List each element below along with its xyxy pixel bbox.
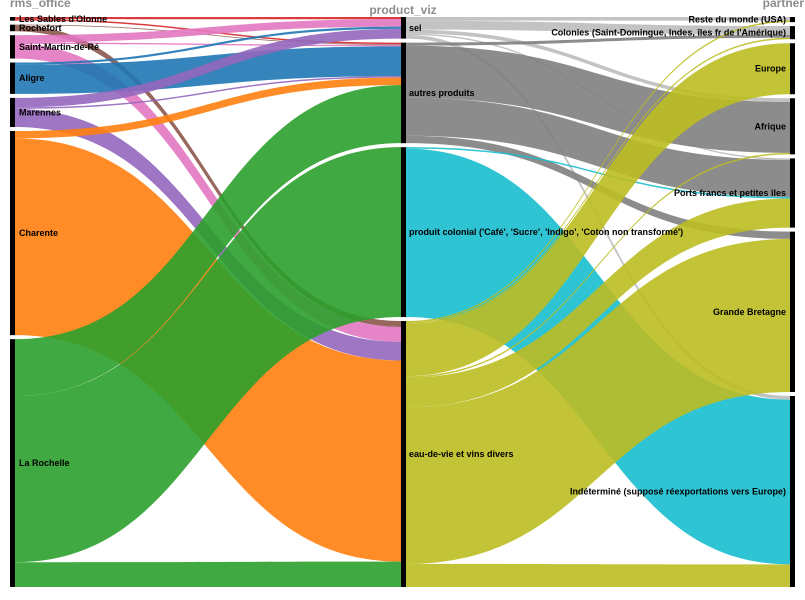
node-bar-sel [401,17,406,39]
link-eau-usa [406,20,790,323]
node-bar-aligre [10,62,15,94]
node-bar-indet [790,396,795,587]
link-stmartin-sel [15,19,401,43]
link-rochefort-autres [15,24,401,45]
node-label-eau: eau-de-vie et vins divers [409,449,514,459]
node-label-aligre: Aligre [19,73,45,83]
link-marennes-sel [15,28,401,108]
node-bar-charente [10,131,15,336]
node-bar-autres [401,42,406,144]
link-sel-colonies [406,20,790,35]
node-label-afrique: Afrique [755,121,787,131]
node-bar-colonies [790,26,795,40]
link-marennes-autres [15,76,401,109]
node-label-ports: Ports francs et petites îles [674,188,786,198]
link-eau-gb [406,238,790,564]
node-bar-marennes [10,97,15,128]
links-layer [15,17,790,587]
node-label-indet: Indéterminé (supposé réexportations vers… [570,487,786,497]
link-larochelle-eau [15,561,401,587]
link-larochelle-colonial [15,147,401,563]
node-label-colonial: produit colonial ('Café', 'Sucre', 'Indi… [409,227,683,237]
node-bar-europe [790,43,795,95]
link-stmartin-eau [15,43,401,342]
node-label-europe: Europe [755,64,786,74]
node-label-sel: sel [409,23,422,33]
link-eau-europe [406,43,790,377]
link-charente-autres [15,77,401,139]
link-autres-colonies [406,34,790,46]
link-sel-afrique [406,29,790,102]
node-label-gb: Grande Bretagne [713,307,786,317]
node-bar-afrique [790,98,795,155]
node-label-larochelle: La Rochelle [19,458,70,468]
link-aligre-sel [15,26,401,65]
node-bar-stmartin [10,35,15,59]
link-eau-colonies [406,37,790,325]
link-colonial-ports [406,147,790,199]
link-eau-ports [406,198,790,408]
node-bar-eau [401,321,406,587]
nodes-layer [10,17,795,587]
link-eau-indet [406,563,790,587]
node-bar-gb [790,231,795,393]
link-rochefort-eau [15,25,401,327]
link-sables-sel [15,17,401,20]
node-bar-rochefort [10,24,15,32]
axis-title-left: rms_office [10,0,71,10]
link-eau-afrique [406,152,790,378]
node-label-sables: Les Sables d'Olonne [19,14,107,24]
node-bar-sables [10,17,15,21]
node-label-charente: Charente [19,228,58,238]
node-bar-colonial [401,147,406,318]
node-label-stmartin: Saint-Martin-de-Ré [19,42,99,52]
link-autres-afrique [406,45,790,153]
node-label-colonies: Colonies (Saint-Domingue, Indes, îles fr… [551,28,786,38]
link-sel-usa [406,17,790,21]
link-autres-ports [406,97,790,198]
axis-title-middle: product_viz [369,3,436,17]
link-larochelle-autres [15,85,401,397]
node-label-autres: autres produits [409,88,475,98]
node-label-marennes: Marennes [19,107,61,117]
node-label-rochefort: Rochefort [19,23,62,33]
node-label-usa: Reste du monde (USA) [688,15,786,25]
node-bar-larochelle [10,339,15,587]
node-bar-ports [790,158,795,228]
node-bar-usa [790,17,795,23]
axis-title-right: partner [763,0,805,10]
